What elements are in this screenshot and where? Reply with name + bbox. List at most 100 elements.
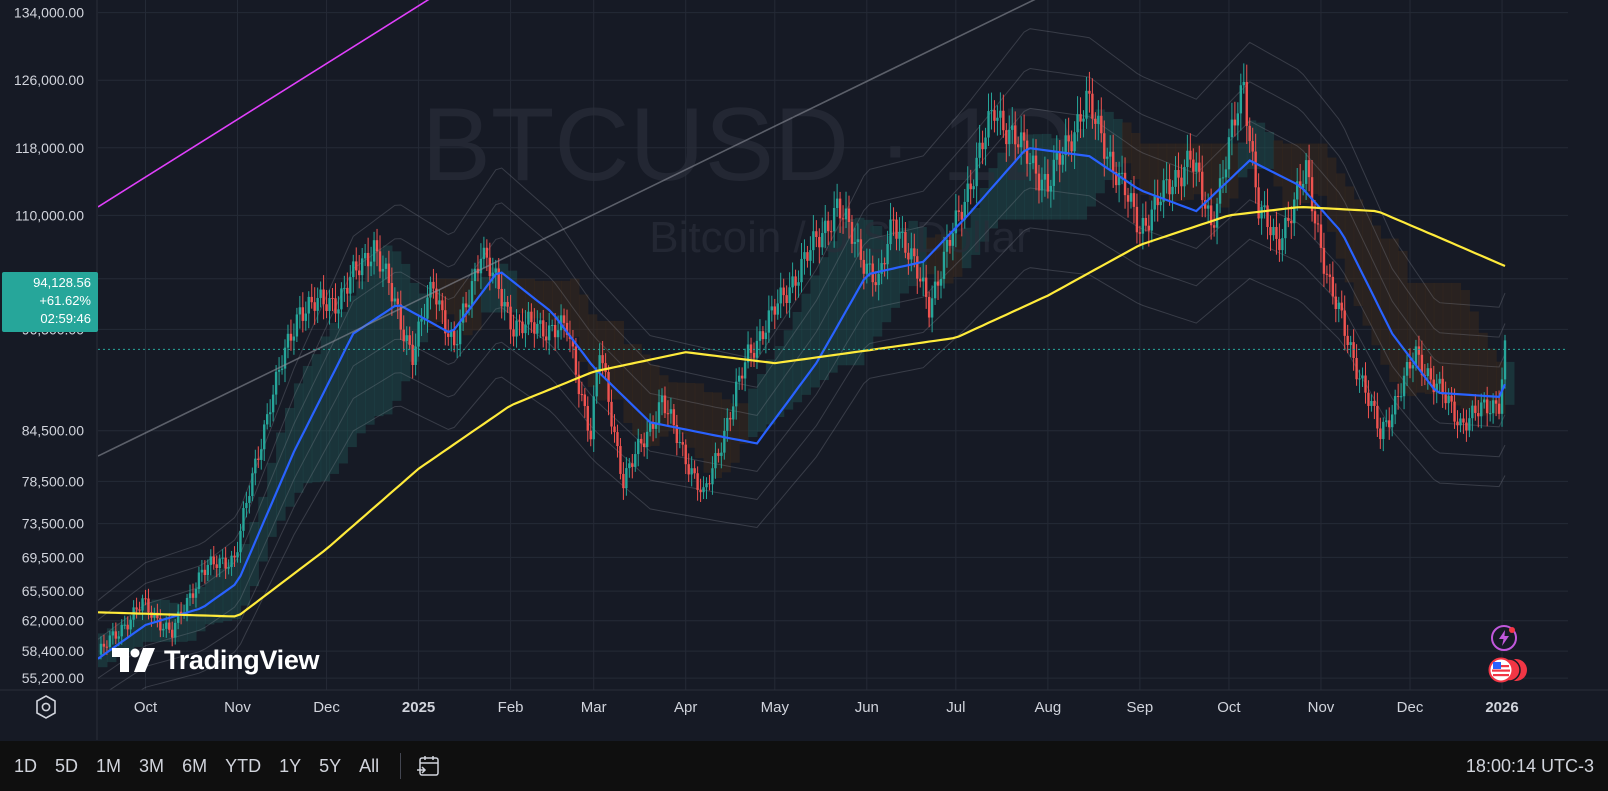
- candle-body: [625, 468, 628, 489]
- candle-body: [1014, 125, 1017, 145]
- candle-body: [1343, 310, 1346, 336]
- cloud-segment: [124, 617, 135, 652]
- candle-body: [1483, 399, 1486, 403]
- candle-body: [197, 572, 201, 589]
- price-chart[interactable]: BTCUSD · 1D Bitcoin / U.S. Dollar 134,00…: [0, 0, 1608, 740]
- cloud-segment: [739, 403, 749, 444]
- candle-body: [547, 325, 551, 341]
- candle-body: [542, 320, 545, 337]
- candle-body: [835, 198, 839, 208]
- candle-body: [550, 324, 554, 326]
- cloud-segment: [641, 354, 651, 447]
- tradingview-logo[interactable]: TradingView: [112, 642, 320, 678]
- candle-body: [933, 281, 937, 299]
- timeframe-button-1d[interactable]: 1D: [14, 755, 38, 776]
- cloud-segment: [1398, 250, 1408, 394]
- candle-body: [684, 444, 687, 465]
- candle-body: [794, 276, 797, 286]
- candle-body: [1144, 217, 1148, 226]
- candle-body: [595, 372, 598, 397]
- candle-body: [669, 409, 673, 414]
- candle-body: [1215, 203, 1219, 228]
- cloud-segment: [1487, 348, 1497, 414]
- last-price-badge: 94,128.56 +61.62% 02:59:46: [2, 272, 98, 332]
- candle-body: [874, 282, 877, 286]
- cloud-segment: [204, 575, 215, 625]
- candle-body: [960, 211, 963, 220]
- candle-body: [717, 453, 720, 456]
- candle-body: [1503, 340, 1507, 380]
- candle-body: [844, 208, 848, 220]
- candle-body: [628, 463, 631, 469]
- candle-body: [1260, 206, 1263, 219]
- time-axis-label: Feb: [498, 699, 524, 716]
- cloud-segment: [142, 602, 153, 642]
- candle-body: [924, 277, 928, 297]
- cloud-segment: [854, 217, 865, 366]
- timeframe-button-3m[interactable]: 3M: [139, 755, 165, 776]
- candle-body: [1147, 225, 1150, 231]
- candle-body: [464, 303, 468, 308]
- candle-body: [298, 307, 302, 315]
- timeframe-button-5y[interactable]: 5Y: [319, 755, 342, 776]
- candle-body: [922, 277, 925, 282]
- candle-body: [1073, 132, 1076, 152]
- candle-body: [393, 298, 397, 302]
- candle-body: [654, 423, 658, 429]
- candle-body: [1447, 395, 1450, 404]
- cloud-segment: [1309, 143, 1319, 195]
- candle-body: [390, 283, 394, 302]
- candle-body: [815, 231, 818, 237]
- timeframe-button-1y[interactable]: 1Y: [279, 755, 302, 776]
- time-axis-label: Nov: [224, 699, 251, 716]
- candle-body: [610, 401, 613, 427]
- candle-body: [1082, 118, 1085, 122]
- us-flag-icon[interactable]: [1488, 656, 1528, 684]
- candle-body: [322, 289, 325, 305]
- cloud-segment: [267, 462, 277, 537]
- candle-body: [1055, 153, 1058, 160]
- flash-icon[interactable]: [1490, 624, 1518, 652]
- timeframe-button-6m[interactable]: 6M: [182, 755, 208, 776]
- moving-average-line: [97, 205, 1506, 618]
- candle-body: [1468, 418, 1471, 431]
- candle-body: [954, 210, 958, 234]
- candle-body: [939, 279, 943, 286]
- cloud-segment: [1050, 138, 1061, 220]
- candle-body: [491, 272, 494, 277]
- candle-body: [1097, 115, 1100, 124]
- timeframe-button-ytd[interactable]: YTD: [225, 755, 262, 776]
- candle-body: [782, 287, 785, 296]
- cloud-segment: [320, 336, 331, 482]
- candle-body: [737, 375, 741, 382]
- candle-body: [470, 281, 474, 305]
- candle-body: [277, 369, 281, 372]
- candle-body: [212, 556, 215, 565]
- timezone-clock[interactable]: 18:00:14 UTC-3: [1465, 756, 1594, 776]
- timeframe-button-all[interactable]: All: [359, 755, 380, 776]
- cloud-segment: [1255, 122, 1266, 169]
- candle-body: [821, 233, 824, 248]
- candle-body: [500, 288, 503, 307]
- candle-body: [239, 530, 242, 553]
- candle-body: [1263, 205, 1266, 207]
- candle-body: [358, 270, 361, 276]
- candle-body: [637, 438, 640, 455]
- candle-body: [111, 631, 115, 636]
- candle-body: [981, 142, 984, 150]
- timeframe-button-5d[interactable]: 5D: [55, 755, 79, 776]
- envelope-bands: [97, 28, 1506, 718]
- price-axis-label: 55,200.00: [22, 670, 84, 686]
- chart-area[interactable]: BTCUSD · 1D Bitcoin / U.S. Dollar 134,00…: [0, 0, 1608, 740]
- timeframe-button-1m[interactable]: 1M: [96, 755, 122, 776]
- candle-body: [1165, 179, 1168, 181]
- candle-body: [907, 252, 910, 260]
- settings-icon[interactable]: [32, 693, 60, 721]
- time-axis[interactable]: Oct Nov Dec 2025 Feb Mar Apr May Jun Jul Aug Sep Oct…: [134, 699, 1519, 716]
- cloud-segment: [997, 152, 1007, 220]
- candle-body: [159, 618, 162, 631]
- calendar-goto-icon[interactable]: [415, 752, 443, 780]
- candle-body: [901, 231, 904, 233]
- candle-body: [497, 268, 500, 289]
- candle-body: [1414, 346, 1418, 366]
